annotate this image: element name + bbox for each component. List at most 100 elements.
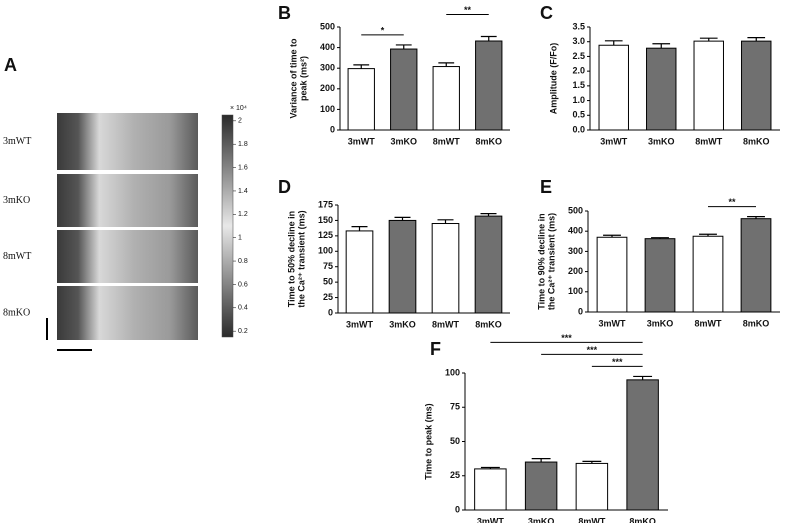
y-tick-label: 200 — [320, 83, 335, 93]
panel-label: A — [4, 55, 17, 75]
y-axis-label: peak (ms²) — [298, 56, 308, 101]
error-bar — [582, 460, 602, 464]
colorbar-tick-label: 2 — [238, 118, 242, 125]
colorbar-tick-label: 0.6 — [238, 281, 248, 288]
error-bar — [438, 62, 455, 67]
x-tick-label: 3mKO — [528, 516, 555, 523]
error-bar — [747, 36, 766, 42]
significance-label: * — [381, 25, 385, 35]
significance-label: ** — [728, 197, 736, 207]
y-tick-label: 400 — [320, 42, 335, 52]
error-bar — [699, 37, 718, 42]
bar — [347, 68, 375, 131]
y-tick-label: 0 — [328, 307, 333, 317]
y-axis-label: Time to 90% decline in — [536, 213, 546, 309]
bar — [432, 66, 460, 131]
bar — [474, 468, 507, 511]
error-bar — [699, 233, 717, 237]
x-tick-label: 8mKO — [475, 136, 502, 146]
y-axis-label: the Ca²⁺ transient (ms) — [546, 213, 556, 310]
y-tick-label: 100 — [445, 367, 460, 377]
panel-label: C — [540, 3, 553, 23]
bar — [740, 218, 772, 313]
x-tick-label: 8mWT — [578, 516, 606, 523]
bar — [431, 223, 460, 314]
significance-label: *** — [561, 333, 572, 343]
panel-label: F — [430, 339, 441, 359]
y-axis-label: Amplitude (F/Fo) — [548, 43, 558, 115]
colorbar-tick-label: 0.8 — [238, 258, 248, 265]
y-tick-label: 300 — [320, 63, 335, 73]
x-tick-label: 8mKO — [743, 136, 770, 146]
y-tick-label: 75 — [450, 402, 460, 412]
y-tick-label: 1.5 — [572, 80, 585, 90]
y-tick-label: 100 — [320, 104, 335, 114]
y-tick-label: 25 — [323, 292, 333, 302]
colorbar-tick-label: 0.4 — [238, 305, 248, 312]
y-tick-label: 25 — [450, 470, 460, 480]
bar — [474, 215, 503, 314]
y-tick-label: 1.0 — [572, 95, 585, 105]
y-tick-label: 3.0 — [572, 36, 585, 46]
row-label: 8mKO — [3, 307, 30, 318]
bar — [646, 47, 677, 131]
bar — [390, 48, 418, 131]
bar — [598, 44, 629, 131]
y-axis-label: Time to 50% decline in — [286, 211, 296, 307]
y-tick-label: 500 — [320, 21, 335, 31]
y-axis-label: the Ca²⁺ transient (ms) — [296, 210, 306, 307]
x-tick-label: 3mWT — [346, 319, 374, 329]
y-tick-label: 200 — [568, 266, 583, 276]
row-label: 8mWT — [3, 251, 31, 262]
x-tick-label: 8mKO — [629, 516, 656, 523]
error-bar — [604, 40, 623, 46]
error-bar — [603, 234, 621, 238]
error-bar — [480, 35, 497, 42]
row-label: 3mWT — [3, 136, 31, 147]
heatmap-image — [57, 286, 198, 340]
significance-label: *** — [587, 345, 598, 355]
y-tick-label: 3.5 — [572, 21, 585, 31]
y-axis-label: Time to peak (ms) — [423, 403, 433, 479]
significance-label: ** — [464, 5, 472, 15]
error-bar — [394, 216, 411, 221]
y-tick-label: 500 — [568, 205, 583, 215]
colorbar-tick-label: 1.6 — [238, 164, 248, 171]
y-tick-label: 100 — [568, 286, 583, 296]
bar — [626, 379, 659, 511]
x-tick-label: 8mKO — [475, 319, 502, 329]
y-tick-label: 0 — [330, 124, 335, 134]
error-bar — [395, 44, 412, 50]
bar — [693, 40, 724, 131]
colorbar-tick-label: 1.4 — [238, 188, 248, 195]
error-bar — [480, 466, 500, 469]
x-tick-label: 3mWT — [600, 136, 628, 146]
error-bar — [437, 219, 454, 224]
error-bar — [651, 237, 669, 239]
panel-label: D — [278, 177, 291, 197]
x-tick-label: 3mKO — [648, 136, 675, 146]
row-label: 3mKO — [3, 195, 30, 206]
x-tick-label: 3mKO — [389, 319, 416, 329]
y-tick-label: 0.0 — [572, 124, 585, 134]
x-tick-label: 8mKO — [743, 318, 770, 328]
y-tick-label: 50 — [450, 436, 460, 446]
heatmap-image — [57, 174, 198, 227]
panel-label: E — [540, 177, 552, 197]
error-bar — [353, 64, 370, 69]
colorbar-exponent: × 10⁴ — [230, 105, 247, 112]
y-tick-label: 0 — [578, 306, 583, 316]
y-tick-label: 150 — [318, 215, 333, 225]
colorbar-tick-label: 1 — [238, 235, 242, 242]
bar — [692, 235, 724, 313]
error-bar — [652, 43, 671, 49]
y-tick-label: 0.5 — [572, 110, 585, 120]
y-tick-label: 2.0 — [572, 66, 585, 76]
bar — [644, 238, 676, 313]
x-tick-label: 3mWT — [477, 516, 505, 523]
error-bar — [747, 216, 765, 219]
y-tick-label: 300 — [568, 246, 583, 256]
y-tick-label: 2.5 — [572, 51, 585, 61]
x-tick-label: 8mWT — [432, 319, 460, 329]
error-bar — [633, 375, 653, 380]
